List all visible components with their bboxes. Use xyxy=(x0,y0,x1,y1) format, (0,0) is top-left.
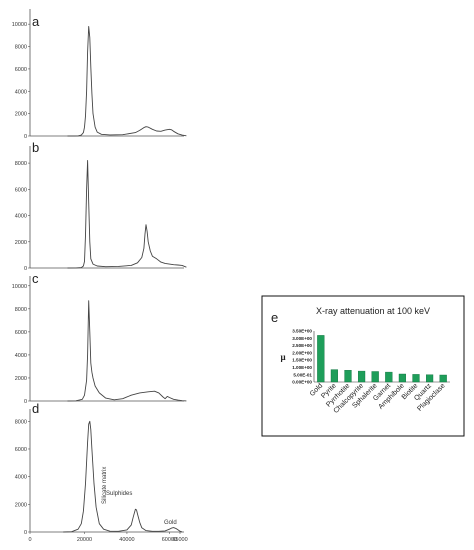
annotation-gold: Gold xyxy=(164,520,177,526)
annotation-silicate-matrix: Silicate matrix xyxy=(102,467,108,504)
y-tick-label: 6000 xyxy=(15,187,27,193)
bar-y-tick-label: 3.50E+00 xyxy=(292,329,312,334)
y-tick-label: 0 xyxy=(24,399,27,405)
x-tick-label: 0 xyxy=(28,537,31,543)
y-tick-label: 2000 xyxy=(15,240,27,246)
bar-y-tick-label: 1.50E+00 xyxy=(292,358,312,363)
y-tick-label: 6000 xyxy=(15,330,27,336)
bar-y-tick-label: 5.00E-01 xyxy=(293,372,312,377)
panel-e-frame xyxy=(261,295,465,437)
y-tick-label: 8000 xyxy=(15,161,27,167)
y-tick-label: 8000 xyxy=(15,45,27,51)
panel-b: b 0 2000 4000 6000 8000 xyxy=(15,140,187,272)
y-tick-label: 2000 xyxy=(15,376,27,382)
bar-chart-title: X-ray attenuation at 100 keV xyxy=(316,306,430,316)
bar-pyrite xyxy=(330,369,339,383)
y-tick-label: 0 xyxy=(24,266,27,272)
annotation-sulphides: Sulphides xyxy=(106,491,132,497)
bar-y-tick-label: 1.00E+00 xyxy=(292,365,312,370)
histogram-line xyxy=(67,300,187,402)
panel-a-letter: a xyxy=(32,14,40,29)
histogram-line xyxy=(63,420,183,533)
y-tick-label: 10000 xyxy=(12,284,27,290)
bar-y-tick-label: 0.00E+00 xyxy=(292,380,312,385)
bar-y-tick-label: 2.00E+00 xyxy=(292,350,312,355)
bar-amphibole xyxy=(398,373,407,383)
panel-b-letter: b xyxy=(32,140,39,155)
y-tick-label: 4000 xyxy=(15,89,27,95)
y-tick-label: 0 xyxy=(24,134,27,140)
histogram-a: 0 2000 4000 6000 8000 10000 xyxy=(12,9,187,140)
y-tick-label: 4000 xyxy=(15,475,27,481)
panel-a: a 0 2000 4000 6000 8000 10000 xyxy=(12,9,187,140)
y-tick-label: 6000 xyxy=(15,447,27,453)
y-tick-label: 2000 xyxy=(15,112,27,118)
bar-plagioclase xyxy=(439,374,447,383)
x-tick-label: 60000 xyxy=(162,537,177,543)
bar-y-tick-label: 2.50E+00 xyxy=(292,343,312,348)
panel-e: e X-ray attenuation at 100 keV μ 3.50E+0… xyxy=(261,295,465,437)
bar-chart-ylabel: μ xyxy=(280,352,285,362)
bar-gold xyxy=(317,335,325,383)
panel-d-letter: d xyxy=(32,401,39,416)
x-tick-label: 40000 xyxy=(119,537,134,543)
panel-c-letter: c xyxy=(32,271,39,286)
y-tick-label: 8000 xyxy=(15,419,27,425)
y-tick-label: 6000 xyxy=(15,67,27,73)
y-tick-label: 2000 xyxy=(15,502,27,508)
bar-pyrrhotite xyxy=(344,370,352,383)
y-tick-label: 4000 xyxy=(15,353,27,359)
panel-c: c 0 2000 4000 6000 8000 10000 xyxy=(12,271,187,405)
histogram-line xyxy=(67,160,187,269)
bar-garnet xyxy=(385,371,393,383)
histogram-b: 0 2000 4000 6000 8000 xyxy=(15,146,187,272)
bar-chalcopyrite xyxy=(358,370,366,383)
histogram-line xyxy=(67,25,187,137)
bar-y-tick-label: 3.00E+00 xyxy=(292,336,312,341)
panel-d: d 0 2000 4000 6000 8000 0 20000 40000 6000065000… xyxy=(15,401,188,543)
y-tick-label: 0 xyxy=(24,530,27,536)
histogram-c: 0 2000 4000 6000 8000 10000 xyxy=(12,276,187,405)
y-tick-label: 4000 xyxy=(15,214,27,220)
bar-biotite xyxy=(412,374,420,383)
y-tick-label: 8000 xyxy=(15,307,27,313)
x-tick-label: 20000 xyxy=(77,537,92,543)
y-tick-label: 10000 xyxy=(12,22,27,28)
x-tick-label: 65000 xyxy=(172,537,187,543)
bar-quartz xyxy=(426,374,434,383)
panel-e-letter: e xyxy=(271,310,278,325)
bar-sphalerite xyxy=(371,371,379,383)
